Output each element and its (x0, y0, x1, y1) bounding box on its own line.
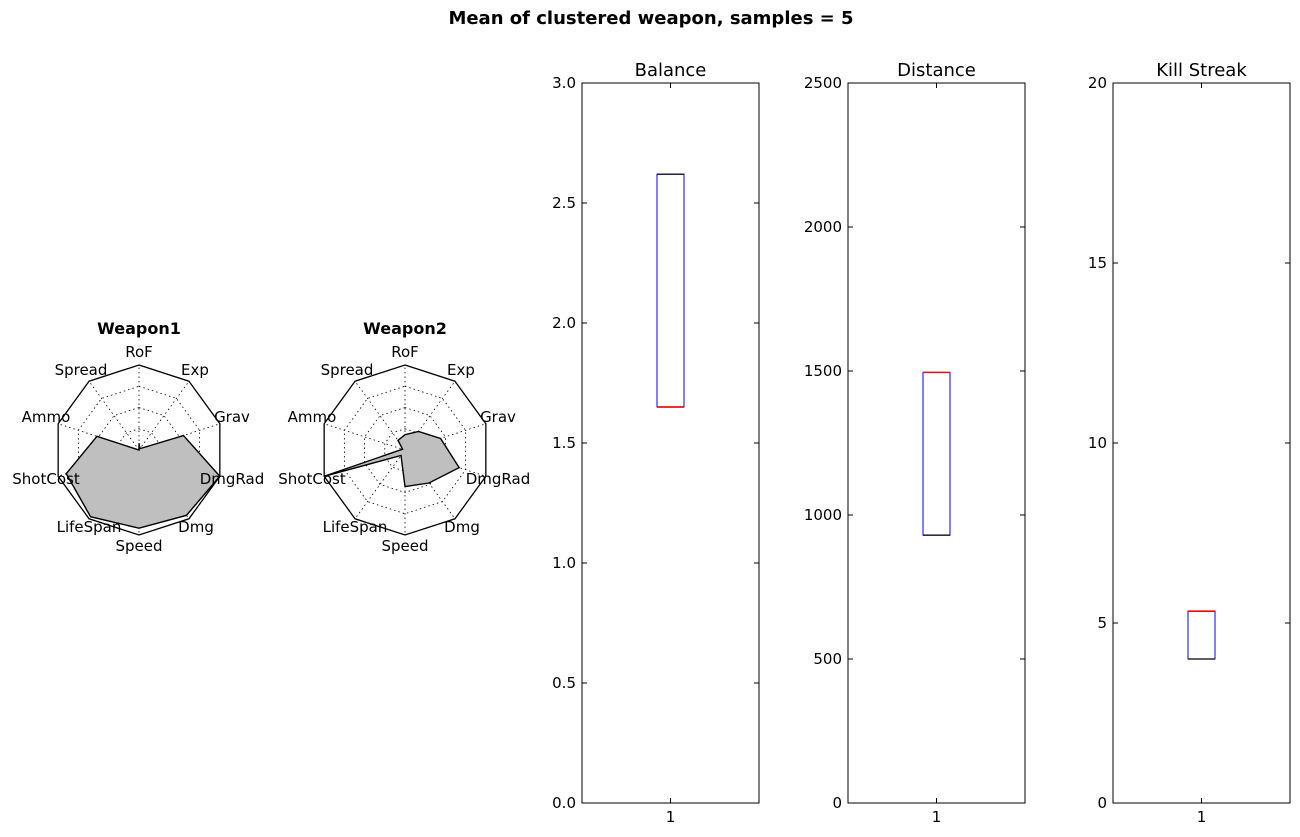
axes-frame (847, 82, 1026, 804)
radar-axis-label: Spread (321, 361, 374, 379)
axes-frame (1112, 82, 1291, 804)
y-tick-label: 500 (813, 650, 842, 668)
radar-axis-label: RoF (125, 343, 153, 361)
radar-grid-ring (364, 407, 446, 493)
radar-spoke (138, 380, 190, 451)
radar-axis-label: Exp (447, 361, 475, 379)
radar-axis-label: Spread (55, 361, 108, 379)
radar-spoke (354, 380, 406, 451)
box-body (656, 173, 685, 408)
radar-axis-label: Speed (115, 537, 162, 555)
radar-grid-ring (384, 428, 426, 472)
radar-axis-label: LifeSpan (323, 518, 388, 536)
radar-axis-label: ShotCost (12, 470, 80, 488)
y-tick-label: 1.0 (552, 554, 576, 572)
y-tick-label: 5 (1097, 614, 1107, 632)
boxplot-distance: 0 500 1000 1500 2000 2500 1 Distance (804, 60, 1026, 826)
x-tick-label: 1 (1197, 808, 1207, 826)
x-tick-label: 1 (666, 808, 676, 826)
y-tick-label: 20 (1088, 74, 1107, 92)
radar-axis-label: RoF (391, 343, 419, 361)
radar-axis-label: Grav (214, 408, 250, 426)
y-tick-label: 10 (1088, 434, 1107, 452)
radar-axis-label: Dmg (444, 518, 480, 536)
radar-frame (57, 364, 221, 536)
boxplot-title: Balance (635, 60, 707, 81)
box-body (922, 371, 951, 536)
y-tick-label: 0 (832, 794, 842, 812)
y-tick-label: 0.0 (552, 794, 576, 812)
radar-data-area (323, 430, 461, 488)
radar-spoke (324, 423, 406, 451)
radar-frame (323, 364, 487, 536)
y-tick-label: 3.0 (552, 74, 576, 92)
radar-axis-label: Exp (181, 361, 209, 379)
radar-axis-label: Grav (480, 408, 516, 426)
x-tick-label: 1 (932, 808, 942, 826)
box-body (1187, 610, 1216, 660)
y-tick-label: 2000 (804, 218, 842, 236)
y-tick-label: 2.0 (552, 314, 576, 332)
radar-axis-label: Ammo (288, 408, 337, 426)
y-tick-label: 1500 (804, 362, 842, 380)
radar-axis-label: DmgRad (200, 470, 265, 488)
y-tick-label: 1.5 (552, 434, 576, 452)
figure-title: Mean of clustered weapon, samples = 5 (448, 8, 853, 29)
radar-spoke (88, 380, 140, 451)
radar-axis-label: LifeSpan (57, 518, 122, 536)
boxplot-kill-streak: 0 5 10 15 20 1 Kill Streak (1088, 60, 1291, 826)
boxplot-title: Distance (897, 60, 976, 81)
radar-data-area (65, 434, 221, 529)
radar-axis-label: Dmg (178, 518, 214, 536)
radar-axis-label: Ammo (22, 408, 71, 426)
boxplot-title: Kill Streak (1156, 60, 1247, 81)
radar-spoke (354, 449, 406, 520)
axes-frame (581, 82, 760, 804)
radar-grid-ring (118, 428, 160, 472)
radar-title: Weapon1 (97, 319, 181, 338)
boxplot-balance: 0.0 0.5 1.0 1.5 2.0 2.5 3.0 1 Balance (552, 60, 760, 826)
radar-title: Weapon2 (363, 319, 447, 338)
y-tick-label: 0 (1097, 794, 1107, 812)
radar-axis-label: Speed (381, 537, 428, 555)
y-tick-label: 2.5 (552, 194, 576, 212)
y-tick-label: 1000 (804, 506, 842, 524)
y-tick-label: 15 (1088, 254, 1107, 272)
radar-axis-label: DmgRad (466, 470, 531, 488)
y-tick-label: 2500 (804, 74, 842, 92)
radar-axis-label: ShotCost (278, 470, 346, 488)
y-tick-label: 0.5 (552, 674, 576, 692)
